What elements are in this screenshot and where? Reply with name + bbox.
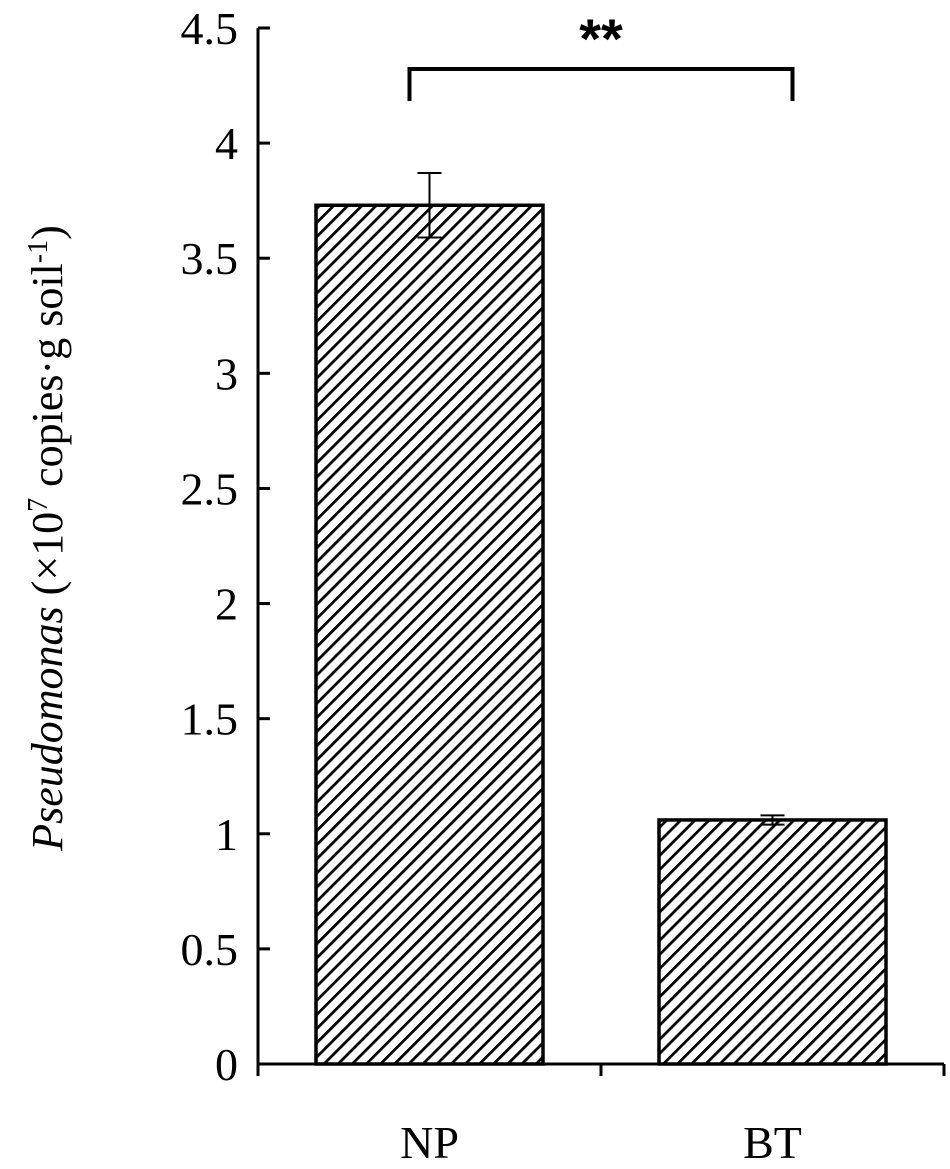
error-bar-bt [760,814,785,826]
error-bars [417,172,785,826]
y-tick-label: 3.5 [181,233,239,284]
y-tick-label: 1 [215,809,238,860]
y-axis-label-sup2: -1 [23,240,54,263]
y-axis-label-italic: Pseudomonas [23,606,72,851]
y-tick-label: 2 [215,579,238,630]
y-axis-label-mid: copies·g soil [23,263,72,498]
y-tick-label: 4 [215,118,238,169]
y-axis-label: Pseudomonas (×107 copies·g soil-1) [23,225,73,852]
y-tick-label: 0.5 [181,924,239,975]
x-tick-label: BT [743,1117,802,1168]
error-bar-np [417,172,442,239]
bars [314,203,888,1066]
significance-annotation: ** [407,7,795,101]
y-axis-label-suffix: ) [23,225,72,240]
y-tick-label: 4.5 [181,3,239,54]
significance-stars: ** [579,7,623,70]
y-tick-label: 3 [215,348,238,399]
y-axis-label-sup1: 7 [23,498,54,512]
y-tick-label: 2.5 [181,463,239,514]
x-tick-label: NP [400,1117,459,1168]
y-tick-label: 1.5 [181,694,239,745]
y-axis: 0 0.5 1 1.5 2 2.5 3 3.5 4 4.5 [181,3,270,1090]
y-axis-label-prefix: (×10 [23,512,72,606]
significance-bracket [407,67,795,101]
bar-bt [657,818,888,1066]
bar-np [314,203,545,1066]
x-axis: NP BT [256,1062,946,1168]
y-tick-label: 0 [215,1039,238,1090]
